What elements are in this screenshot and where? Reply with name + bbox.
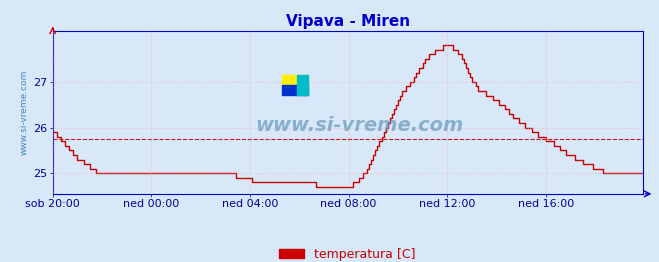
Polygon shape [281, 85, 308, 95]
Polygon shape [281, 75, 308, 85]
Polygon shape [297, 75, 308, 95]
Legend: temperatura [C]: temperatura [C] [274, 243, 421, 262]
Title: Vipava - Miren: Vipava - Miren [285, 14, 410, 29]
Y-axis label: www.si-vreme.com: www.si-vreme.com [20, 70, 29, 155]
Text: www.si-vreme.com: www.si-vreme.com [255, 116, 463, 135]
